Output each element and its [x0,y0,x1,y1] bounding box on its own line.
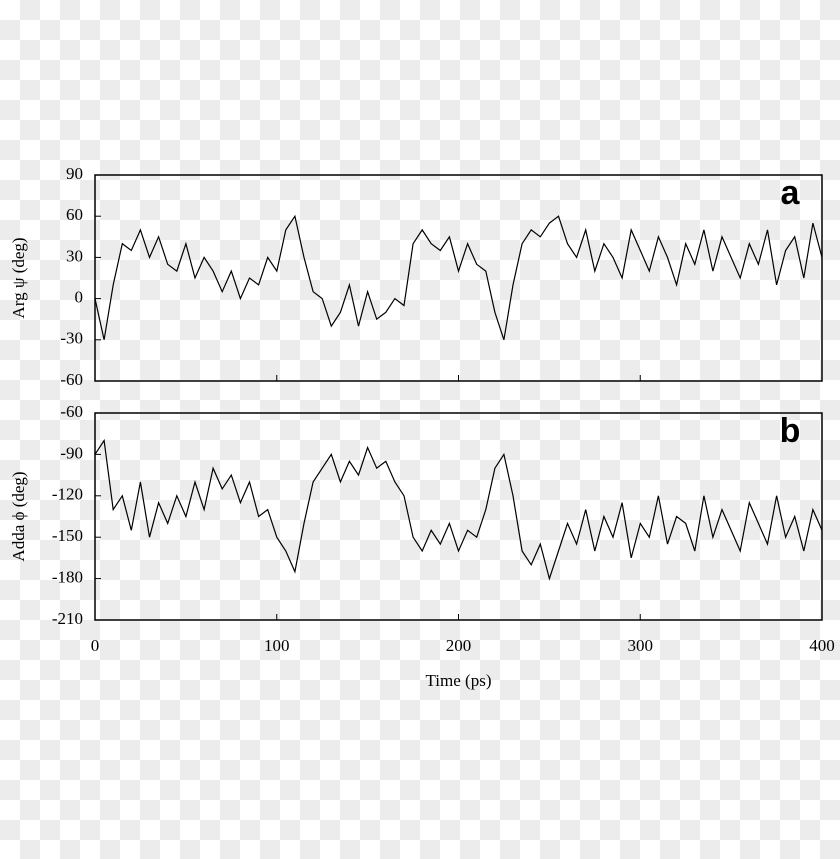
y-tick-label: -180 [52,568,83,587]
y-tick-label: 30 [66,246,83,265]
y-tick-label: -150 [52,526,83,545]
y-tick-label: -120 [52,485,83,504]
y-tick-label: -30 [60,329,83,348]
y-tick-label: -60 [60,370,83,389]
plot-frame [94,174,823,382]
y-tick-label: 0 [75,288,84,307]
y-tick-label: -210 [52,609,83,628]
x-tick-label: 100 [264,636,290,655]
y-axis-label: Adda ϕ (deg) [9,471,28,561]
x-tick-label: 400 [809,636,835,655]
panel-label: b [780,412,801,450]
plot-frame [94,412,823,621]
x-tick-label: 300 [628,636,654,655]
y-tick-label: -60 [60,402,83,421]
panel-label: a [781,174,801,212]
x-tick-label: 0 [91,636,100,655]
y-axis-label: Arg ψ (deg) [9,237,28,318]
x-tick-label: 200 [446,636,472,655]
y-tick-label: 60 [66,205,83,224]
data-line [94,214,823,340]
y-tick-label: -90 [60,443,83,462]
x-axis-label: Time (ps) [426,671,492,690]
data-line [94,438,823,581]
y-tick-label: 90 [66,164,83,183]
